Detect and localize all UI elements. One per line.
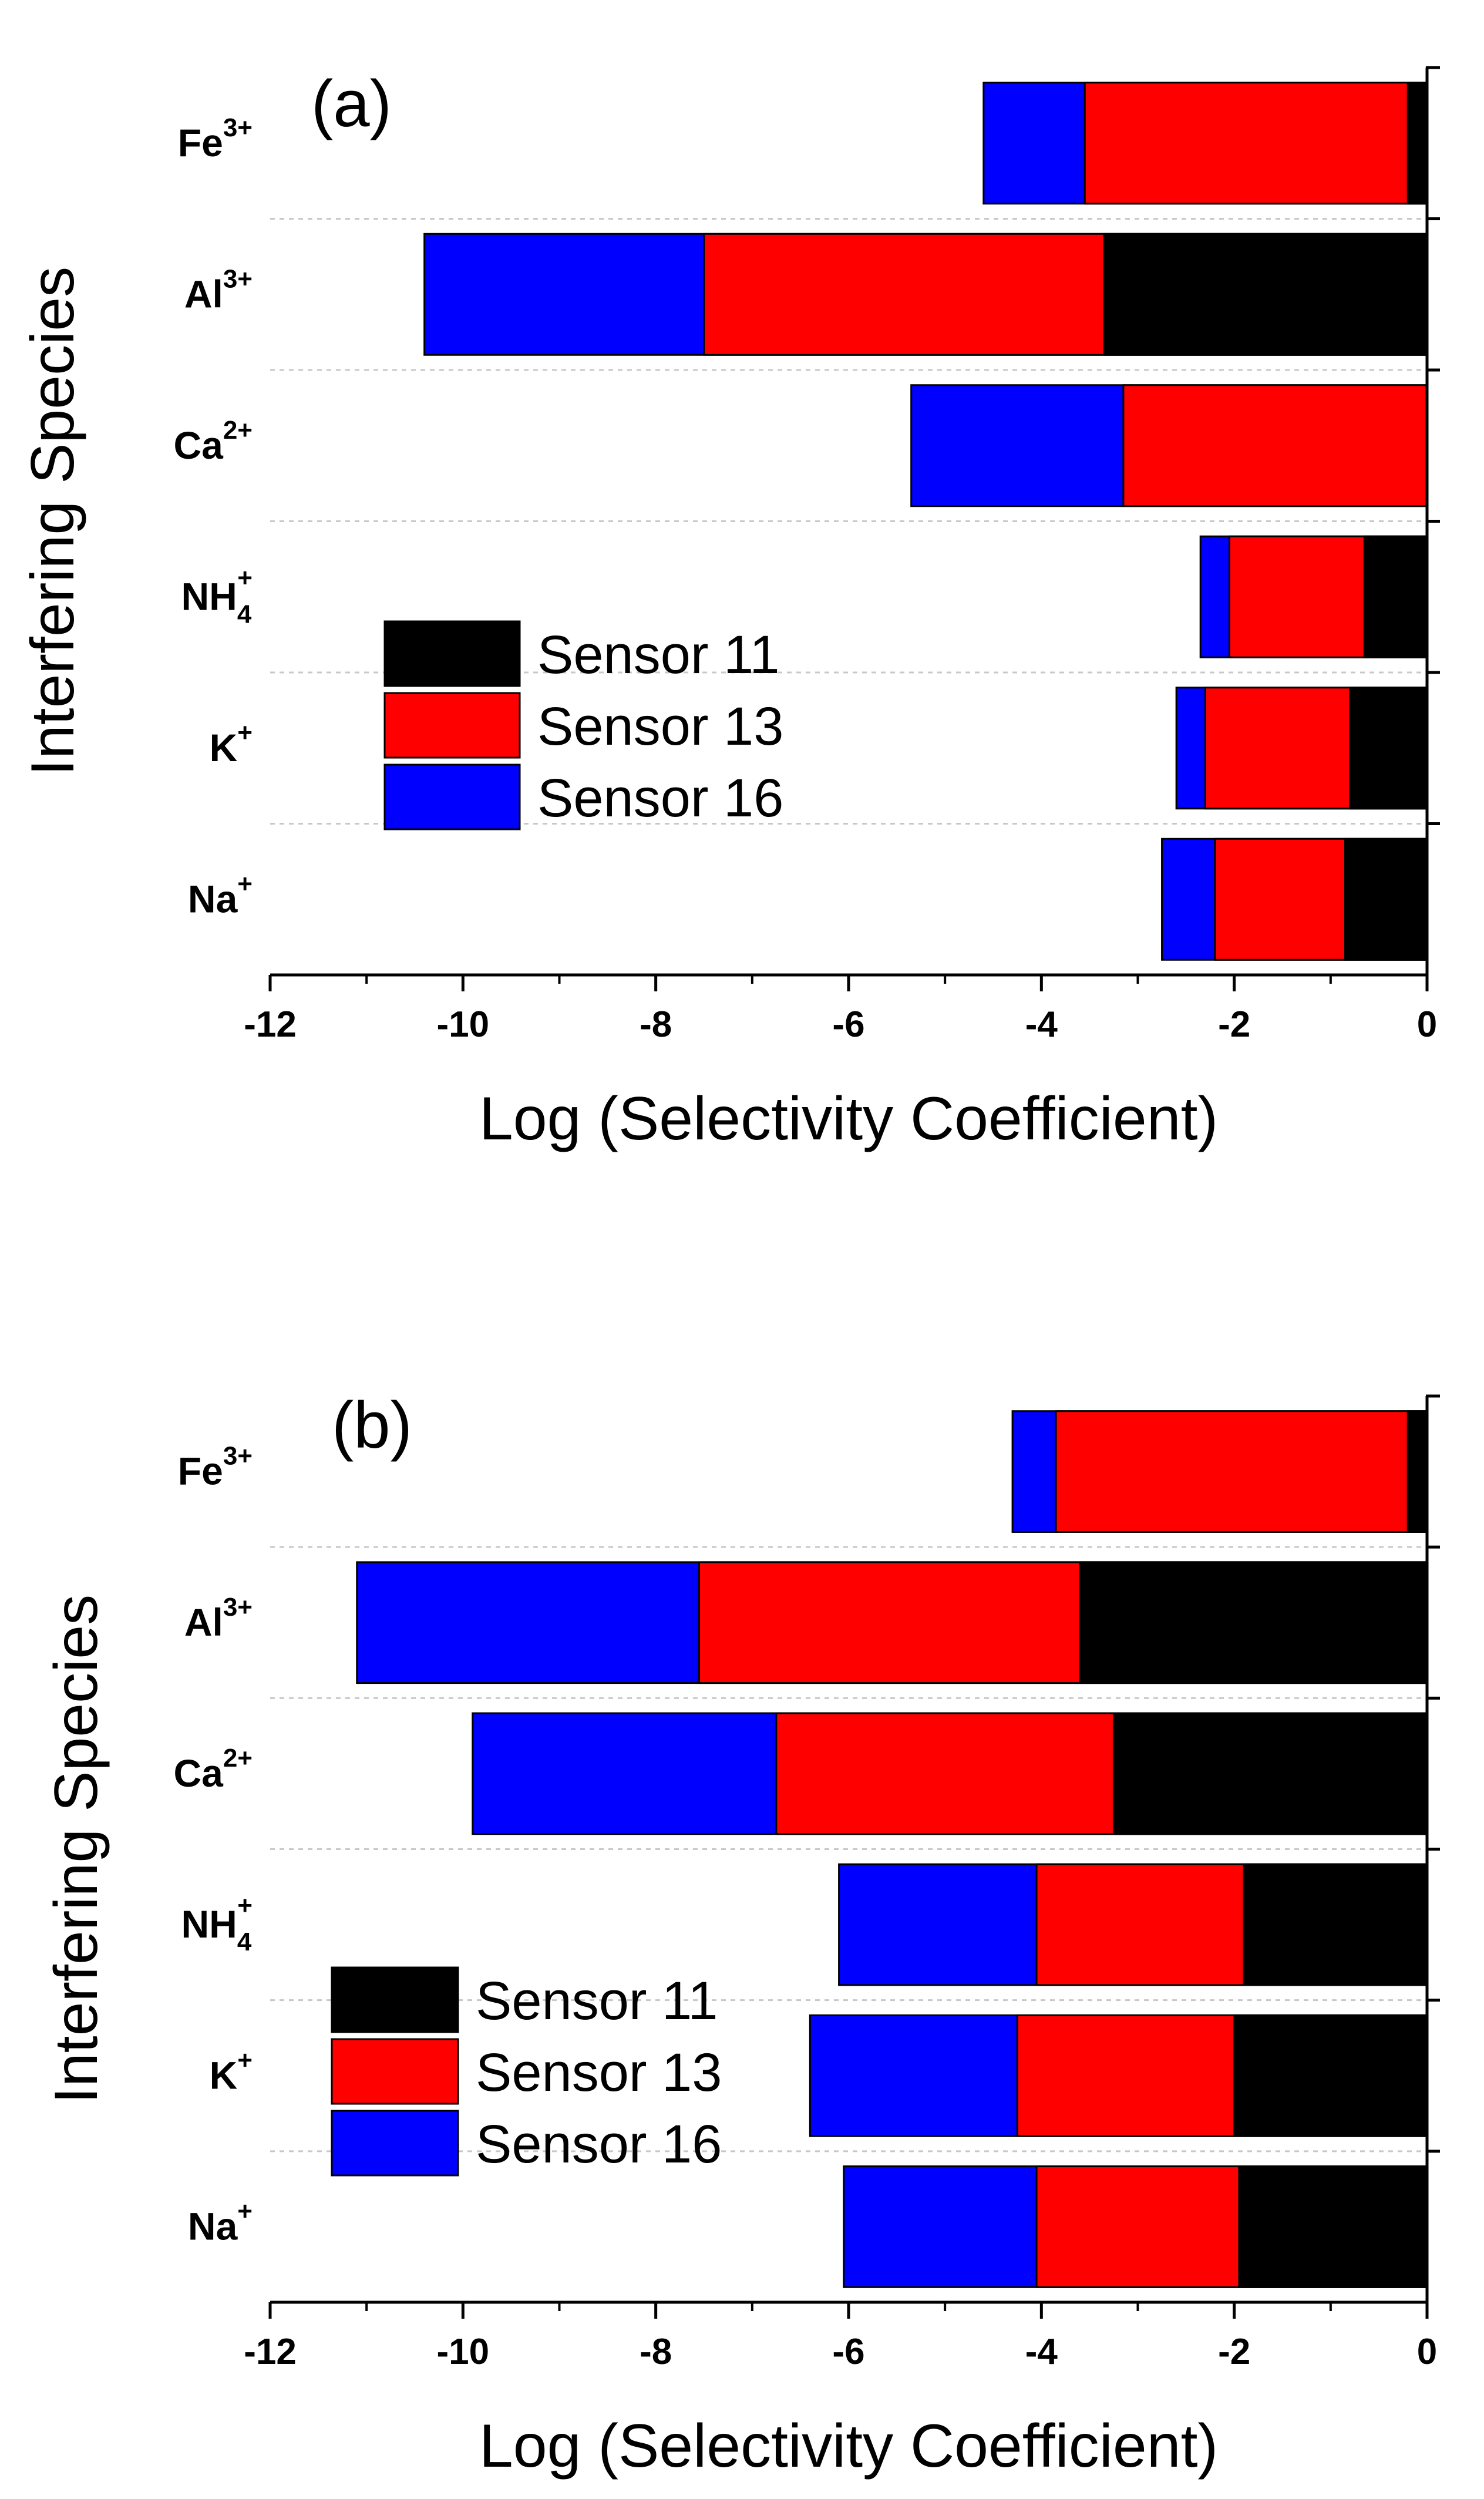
category-label: Ca2+ [173, 416, 253, 467]
bar-sensor-13-fe [1083, 82, 1428, 205]
y-axis-title: Interfering Species [19, 267, 87, 776]
x-tick-label: -10 [437, 1004, 490, 1045]
legend-label: Sensor 16 [476, 2114, 722, 2174]
category-label: K+ [210, 718, 253, 769]
legend-label: Sensor 16 [537, 768, 783, 828]
legend-label: Sensor 11 [476, 1971, 718, 2031]
category-superscript: 3+ [223, 1442, 253, 1471]
x-tick-label: -8 [640, 2332, 672, 2372]
x-tick-label: -4 [1025, 1004, 1058, 1045]
legend-swatch [383, 764, 521, 830]
category-label: Na+ [188, 2197, 253, 2248]
category-label: K+ [210, 2046, 253, 2097]
category-superscript: + [237, 2046, 253, 2074]
category-label: NH4 + [181, 563, 253, 628]
bar-sensor-13-ca [1122, 384, 1428, 507]
bar-sensor-11-fe [1406, 1410, 1428, 1533]
category-subscript: 4 [237, 600, 252, 628]
legend-swatch [331, 2110, 459, 2177]
x-axis-title: Log (Selectivity Coefficient) [479, 2412, 1218, 2480]
x-tick-label: -4 [1025, 2332, 1058, 2372]
bar-sensor-13-fe [1055, 1410, 1428, 1533]
legend-label: Sensor 13 [537, 697, 783, 756]
category-label: Ca2+ [173, 1744, 253, 1795]
category-base: K [210, 726, 238, 769]
category-base: Na [188, 2204, 238, 2248]
category-superscript: + [237, 718, 253, 747]
x-tick-label: 0 [1417, 2332, 1437, 2372]
category-superscript: 2+ [223, 1744, 253, 1772]
category-superscript: 3+ [223, 264, 253, 293]
legend-swatch [383, 692, 521, 759]
x-tick-label: -6 [832, 1004, 864, 1045]
category-superscript: + [237, 563, 253, 592]
y-axis-title: Interfering Species [42, 1595, 110, 2104]
bar-sensor-11-nh [1243, 1863, 1428, 1986]
bar-sensor-11-nh [1363, 535, 1428, 658]
legend: Sensor 11 Sensor 13 Sensor 16 [331, 1966, 722, 2177]
category-label: NH4 + [181, 1891, 253, 1956]
category-base: Na [188, 877, 238, 920]
bar-sensor-11-k [1349, 687, 1428, 810]
panel-label: (b) [332, 1388, 412, 1462]
chart-panel-a: -12 -10 -8 -6 -4 -2 0Fe3+Al3+Ca2+NH4+K+Na+Log … [19, 66, 1440, 1153]
category-label: Fe3+ [178, 1442, 253, 1493]
legend-label: Sensor 11 [537, 625, 780, 685]
category-base: Ca [173, 1751, 224, 1795]
category-superscript: 2+ [223, 416, 253, 445]
panel-label: (a) [311, 67, 392, 140]
category-base: K [210, 2053, 238, 2097]
x-tick-label: -2 [1218, 1004, 1250, 1045]
legend-label: Sensor 13 [476, 2043, 722, 2103]
category-base: Fe [178, 1449, 223, 1493]
category-base: Al [184, 1600, 223, 1644]
x-tick-label: -12 [244, 1004, 297, 1045]
category-base: NH [181, 1902, 237, 1946]
category-superscript: + [237, 869, 253, 898]
category-subscript: 4 [237, 1928, 252, 1956]
category-base: Fe [178, 121, 223, 164]
category-label: Na+ [188, 869, 253, 920]
legend-swatch [331, 2038, 459, 2105]
bar-sensor-11-ca [1112, 1712, 1428, 1835]
x-tick-label: -12 [244, 2332, 297, 2372]
category-superscript: + [237, 2197, 253, 2225]
category-superscript: 3+ [223, 1593, 253, 1622]
chart-panel-b: -12 -10 -8 -6 -4 -2 0Fe3+Al3+Ca2+NH4+K+Na+Log … [42, 1388, 1440, 2480]
legend-swatch [331, 1966, 459, 2033]
x-tick-label: -2 [1218, 2332, 1250, 2372]
x-axis-title: Log (Selectivity Coefficient) [479, 1085, 1218, 1153]
x-tick-label: -8 [640, 1004, 672, 1045]
category-base: Al [184, 272, 223, 315]
bar-sensor-11-k [1233, 2014, 1428, 2137]
bar-sensor-11-na [1344, 838, 1428, 961]
bar-sensor-11-al [1103, 233, 1428, 356]
category-base: NH [181, 574, 237, 618]
category-label: Al3+ [184, 264, 253, 315]
x-tick-label: -10 [437, 2332, 490, 2372]
bar-sensor-11-al [1079, 1561, 1428, 1684]
category-superscript: 3+ [223, 113, 253, 142]
bar-sensor-11-fe [1406, 82, 1428, 205]
x-tick-label: -6 [832, 2332, 864, 2372]
x-tick-label: 0 [1417, 1004, 1437, 1045]
legend-swatch [383, 620, 521, 687]
legend: Sensor 11 Sensor 13 Sensor 16 [383, 620, 783, 830]
category-label: Fe3+ [178, 113, 253, 164]
bar-sensor-11-na [1238, 2165, 1428, 2288]
category-label: Al3+ [184, 1593, 253, 1644]
category-base: Ca [173, 423, 224, 467]
category-superscript: + [237, 1891, 253, 1920]
